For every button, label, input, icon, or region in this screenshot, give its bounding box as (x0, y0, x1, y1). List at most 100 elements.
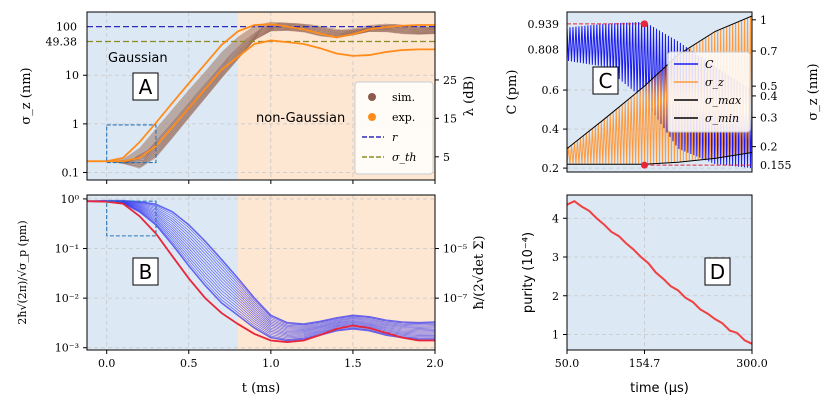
xtick-label: 50.0 (555, 357, 580, 370)
ytick-colored: 49.38 (46, 36, 78, 49)
rtick-label: 0.2 (760, 141, 778, 154)
zoom-box (106, 200, 157, 237)
sim-trajectory (87, 200, 435, 330)
plot-area-a (87, 21, 435, 169)
panel-c: 0.20.40.60.9390.80810.70.50.40.30.20.155… (505, 11, 821, 175)
sim-trajectory (87, 200, 435, 326)
ytick-label: 10 (65, 69, 79, 82)
xtick-label: 300.0 (736, 357, 768, 370)
region-label-gaussian: Gaussian (108, 51, 168, 66)
xtick-label: 1.5 (344, 357, 362, 370)
right-axis-label: λ (dB) (462, 76, 477, 116)
ytick-label: 2 (552, 290, 559, 303)
marker-point (640, 161, 648, 169)
y-axis-label: purity (10⁻⁴) (521, 232, 536, 313)
marker-point (640, 20, 648, 28)
sim-trajectory (87, 200, 435, 327)
ytick-colored: 100 (56, 21, 77, 34)
xtick-label: 0.0 (98, 357, 116, 370)
rtick-label: 10⁻⁵ (443, 243, 467, 256)
rtick-label: 15 (443, 112, 457, 125)
xtick-colored: 154.7 (629, 357, 661, 370)
sigma-min-line (567, 151, 752, 165)
det-line-0 (87, 200, 435, 343)
axes-frame (566, 11, 753, 173)
rtick-label: 0.3 (760, 111, 778, 124)
rtick-label: 0.7 (760, 45, 778, 58)
legend-label: exp. (392, 111, 415, 124)
sim-trajectory (87, 200, 435, 340)
ytick-label: 1 (552, 329, 559, 342)
rtick-label: 1 (760, 14, 767, 27)
legend-marker (368, 93, 376, 101)
sim-trajectory (87, 200, 435, 336)
rtick-colored: 0.155 (760, 159, 792, 172)
panel-label: B (139, 260, 153, 284)
legend-frame (667, 51, 751, 133)
purity-line (566, 200, 753, 345)
ytick-label: 4 (552, 212, 559, 225)
xtick-label: 0.5 (180, 357, 198, 370)
axes-frame (86, 11, 436, 181)
ytick-label: 0.1 (62, 166, 80, 179)
xtick-label: 1.0 (262, 357, 280, 370)
region-label-nongaussian: non-Gaussian (256, 111, 345, 126)
y-axis-label: 2ħ√(2π)/√σ_p (pm) (16, 220, 29, 324)
legend-label: σ_min (705, 112, 739, 125)
exp-line-0 (87, 23, 435, 163)
legend-frame (354, 81, 434, 175)
legend-label: C (705, 58, 714, 71)
panel-label-box (704, 257, 731, 286)
rtick-label: 0.5 (760, 80, 778, 93)
region-0 (87, 12, 239, 180)
sim-trajectory (87, 29, 435, 167)
ytick-label: 1 (72, 118, 79, 131)
sim-trajectory (87, 200, 435, 328)
sim-trajectory (89, 28, 435, 163)
legend-label: σ_th (392, 151, 417, 164)
ytick-label: 10⁰ (61, 193, 80, 206)
ytick-label: 10⁻² (55, 292, 79, 305)
panel-label-box (132, 257, 159, 286)
rtick-label: 25 (443, 74, 457, 87)
sim-trajectory (87, 200, 435, 334)
axes-frame (86, 194, 436, 351)
x-axis-label: t (ms) (242, 381, 281, 396)
legend: Cσ_z σ_max σ_min (667, 51, 751, 133)
rtick-label: 10⁻⁷ (443, 292, 468, 305)
legend: sim. exp. r σ_th (354, 81, 434, 175)
legend-label: σ_z (705, 76, 724, 89)
ytick-colored: 0.939 (528, 18, 560, 31)
C-oscillation (567, 21, 752, 168)
ytick-label: 0.4 (542, 123, 560, 136)
panel-a: 0.1 1 10 100 49.38 5 15 25 σ_z (nm) λ (dB) Gaussia… (19, 11, 477, 184)
exp-line-1 (87, 39, 435, 163)
region-0 (87, 195, 239, 350)
panel-b: 10⁰ 10⁻¹ 10⁻² 10⁻³ 10⁻⁵ 10⁻⁷ 0.0 0.5 1.0 1.5 2.0 t … (16, 193, 487, 396)
y-axis-label: C (pm) (505, 70, 520, 115)
sim-trajectory (87, 200, 435, 342)
right-axis-label: ħ/(2√det Σ) (472, 235, 487, 309)
sim-band (87, 21, 435, 169)
sim-trajectory (90, 27, 435, 163)
panel-label: C (599, 69, 613, 93)
sim-trajectory (87, 199, 435, 325)
legend-label: sim. (392, 91, 415, 104)
ytick-label: 0.6 (542, 84, 560, 97)
ytick-label: 10⁻¹ (55, 243, 79, 256)
legend-label: r (392, 131, 398, 144)
xtick-label: 2.0 (426, 357, 444, 370)
sim-trajectory (87, 200, 435, 332)
sim-trajectory (88, 28, 435, 165)
y-axis-label: σ_z (nm) (19, 67, 34, 124)
rtick-label: 0.4 (760, 90, 778, 103)
ytick-label: 3 (552, 251, 559, 264)
x-axis-label: time (μs) (630, 381, 689, 396)
ytick-label: 10⁻³ (55, 342, 79, 355)
ytick-label: 0.2 (542, 162, 560, 175)
legend-marker (368, 113, 376, 121)
axes-frame (566, 194, 753, 351)
sim-trajectory (87, 200, 435, 331)
panel-label-box (132, 72, 159, 101)
